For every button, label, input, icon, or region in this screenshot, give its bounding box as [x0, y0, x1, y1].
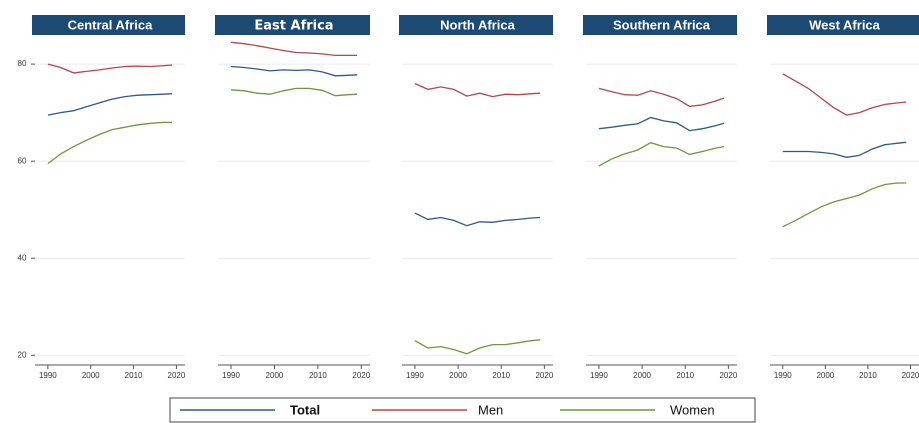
x-tick-label: 2000 — [816, 371, 834, 380]
x-tick-label: 1990 — [774, 371, 792, 380]
series-line — [230, 41, 357, 57]
x-tick-label: 2020 — [719, 371, 737, 380]
legend-label: Total — [290, 402, 320, 417]
series-line — [782, 73, 907, 116]
panel-title-box — [32, 15, 185, 35]
series-line — [598, 116, 725, 132]
panel-title-box — [399, 15, 553, 35]
x-tick-label: 1990 — [406, 371, 424, 380]
series-line — [47, 121, 173, 165]
x-tick-label: 2020 — [352, 371, 370, 380]
x-tick-label: 1990 — [222, 371, 240, 380]
y-tick-label: 80 — [18, 59, 27, 68]
series-line — [230, 87, 358, 97]
series-line — [414, 212, 541, 227]
x-tick-label: 2010 — [859, 371, 877, 380]
panel-title: Central Africa — [68, 17, 154, 32]
series-line — [598, 141, 725, 167]
series-line — [47, 63, 173, 74]
panel-title: West Africa — [809, 17, 881, 32]
x-tick-label: 2020 — [168, 371, 186, 380]
y-tick-label: 60 — [18, 156, 27, 165]
series-line — [414, 339, 541, 355]
y-tick-label: 40 — [18, 253, 27, 262]
panel-title: East Africa — [254, 19, 333, 34]
panel-title-box — [767, 15, 919, 35]
legend-label: Men — [478, 402, 503, 417]
panel-title-box — [583, 15, 737, 35]
panel-title: Southern Africa — [613, 17, 711, 32]
x-tick-label: 2000 — [449, 371, 467, 380]
x-tick-label: 2010 — [125, 371, 143, 380]
y-tick-label: 20 — [18, 350, 27, 359]
panel-title: North Africa — [440, 17, 515, 32]
x-tick-label: 2000 — [266, 371, 284, 380]
x-tick-label: 2010 — [309, 371, 327, 380]
series-line — [47, 93, 173, 116]
series-line — [598, 87, 725, 107]
x-tick-label: 2000 — [633, 371, 651, 380]
x-tick-label: 2000 — [82, 371, 100, 380]
series-line — [414, 82, 541, 98]
x-tick-label: 1990 — [39, 371, 57, 380]
x-tick-label: 2010 — [676, 371, 694, 380]
x-tick-label: 2020 — [535, 371, 553, 380]
x-tick-label: 2020 — [902, 371, 919, 380]
x-tick-label: 2010 — [492, 371, 510, 380]
legend-label: Women — [670, 402, 715, 417]
series-line — [782, 182, 907, 228]
series-line — [230, 65, 358, 77]
x-tick-label: 1990 — [590, 371, 608, 380]
panel-title-box — [215, 15, 370, 35]
series-line — [782, 141, 907, 158]
